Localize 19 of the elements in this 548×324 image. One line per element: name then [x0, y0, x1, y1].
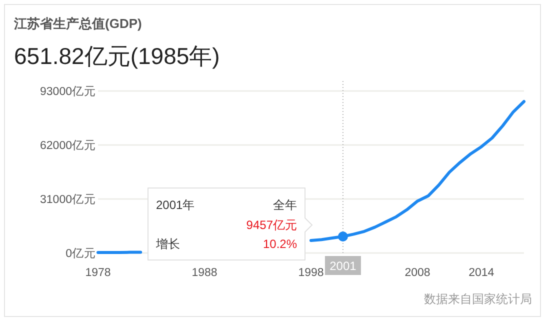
annotation: 全年: [273, 198, 297, 212]
x-tick-label: 1978: [85, 267, 111, 279]
annotation: 2001年: [156, 198, 195, 212]
chart-subtitle: 651.82亿元(1985年): [14, 43, 220, 69]
y-tick-label: 93000亿元: [40, 85, 96, 98]
x-tick-label: 1998: [298, 267, 324, 279]
x-tick-label: 2014: [468, 267, 495, 279]
annotation: 增长: [155, 237, 180, 251]
annotation: 9457亿元: [246, 218, 297, 232]
y-tick-label: 0亿元: [66, 247, 96, 260]
line-series: [310, 100, 526, 242]
chart-title: 江苏省生产总值(GDP): [13, 16, 142, 31]
x-tick-label: 2008: [404, 267, 430, 279]
text: 数据来自国家统计局: [424, 292, 532, 306]
annotation: 10.2%: [262, 237, 298, 251]
x-tick-label: 1988: [192, 267, 218, 279]
y-tick-label: 31000亿元: [40, 193, 96, 206]
ref-line-label: 2001: [330, 259, 357, 273]
y-tick-label: 62000亿元: [40, 139, 96, 152]
